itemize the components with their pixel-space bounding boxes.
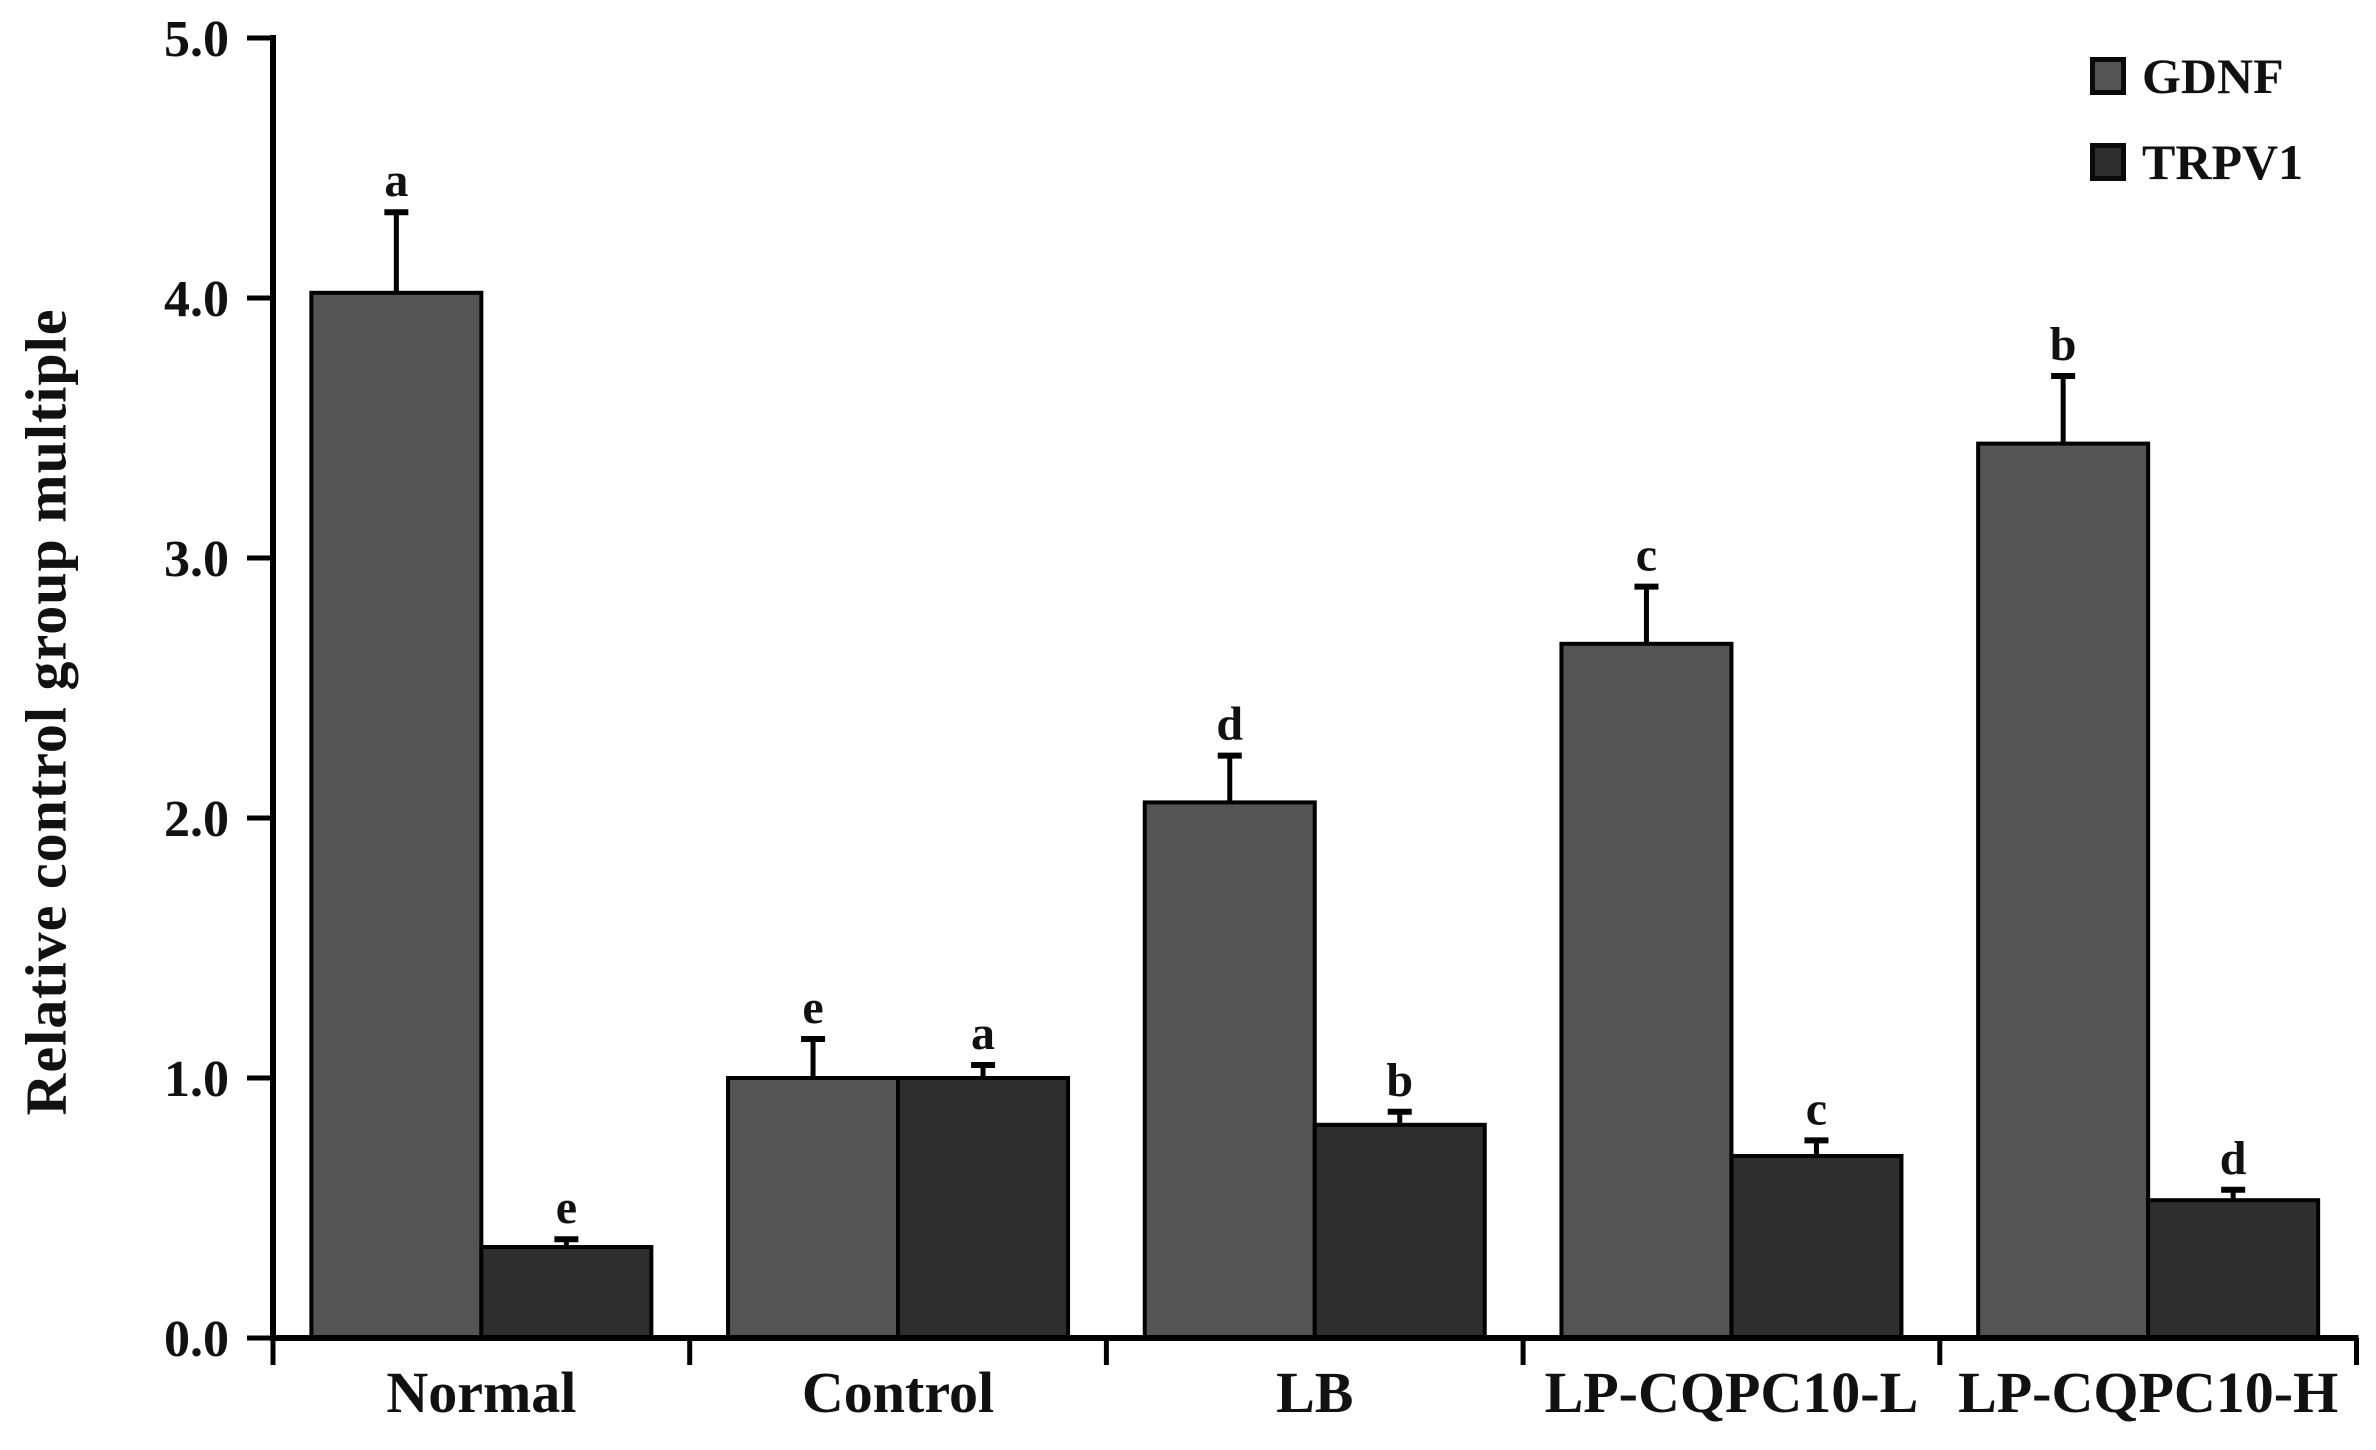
bar-trpv1-2 — [1312, 1122, 1487, 1341]
significance-letter: d — [2220, 1132, 2247, 1185]
bar-trpv1-3 — [1729, 1154, 1904, 1340]
y-tick-label: 3.0 — [164, 531, 229, 588]
significance-letter: e — [802, 981, 823, 1034]
significance-letter: d — [1216, 698, 1243, 751]
x-category-label-2: LB — [1276, 1360, 1353, 1425]
bar-trpv1-0 — [479, 1245, 654, 1340]
x-category-label-0: Normal — [386, 1360, 576, 1425]
significance-letter: c — [1806, 1082, 1827, 1135]
legend-item-gdnf: GDNF — [2090, 48, 2303, 104]
y-tick-label: 4.0 — [164, 271, 229, 328]
y-tick-label: 5.0 — [164, 11, 229, 68]
x-category-label-4: LP-CQPC10-H — [1958, 1360, 2338, 1425]
legend-item-trpv1: TRPV1 — [2090, 134, 2303, 190]
bar-trpv1-4 — [2146, 1198, 2321, 1340]
y-tick-label: 2.0 — [164, 791, 229, 848]
significance-letter: e — [556, 1181, 577, 1234]
y-tick-label: 1.0 — [164, 1051, 229, 1108]
bar-gdnf-0 — [309, 290, 484, 1340]
significance-letter: a — [384, 154, 408, 207]
legend: GDNF TRPV1 — [2090, 48, 2303, 190]
bar-gdnf-3 — [1559, 641, 1734, 1340]
y-axis-title: Relative control group multiple — [13, 308, 79, 1116]
bar-gdnf-1 — [726, 1076, 901, 1340]
gdnf-swatch-icon — [2090, 57, 2126, 95]
significance-letter: b — [2050, 318, 2077, 371]
legend-label-gdnf: GDNF — [2142, 48, 2284, 104]
significance-letter: b — [1386, 1054, 1413, 1107]
significance-letter: c — [1636, 529, 1657, 582]
legend-label-trpv1: TRPV1 — [2142, 134, 2304, 190]
trpv1-swatch-icon — [2090, 143, 2126, 181]
y-tick-label: 0.0 — [164, 1311, 229, 1368]
x-category-label-3: LP-CQPC10-L — [1545, 1360, 1919, 1425]
bar-trpv1-1 — [896, 1076, 1071, 1340]
x-category-label-1: Control — [802, 1360, 994, 1425]
bar-gdnf-4 — [1976, 441, 2151, 1341]
significance-letter: a — [971, 1007, 995, 1060]
bar-gdnf-2 — [1142, 800, 1317, 1340]
